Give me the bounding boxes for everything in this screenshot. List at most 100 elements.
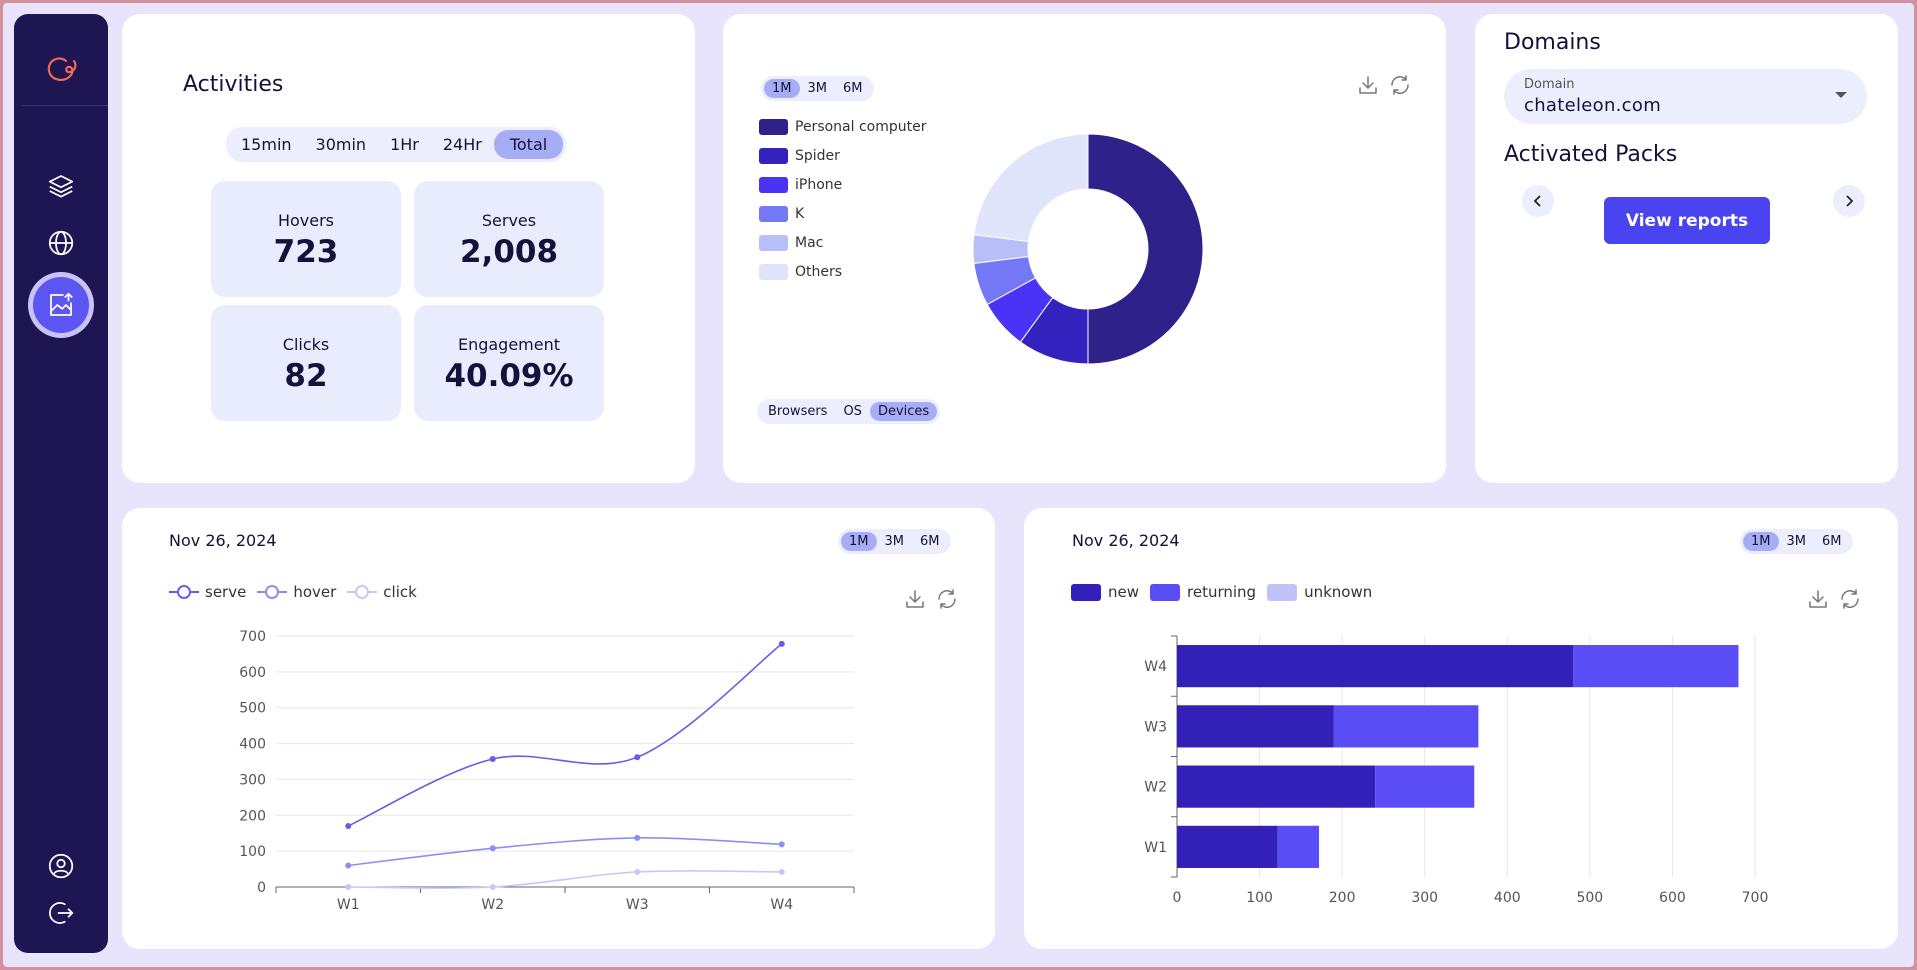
chevron-right-icon xyxy=(1846,195,1854,207)
range-1m[interactable]: 1M xyxy=(1743,532,1779,551)
legend-item-spider[interactable]: Spider xyxy=(759,141,926,170)
legend-label: click xyxy=(383,583,417,601)
data-point-click[interactable] xyxy=(634,868,641,875)
range-3m[interactable]: 3M xyxy=(884,534,905,549)
data-point-serve[interactable] xyxy=(778,640,785,647)
y-tick-label: W1 xyxy=(1144,840,1167,856)
nav-layers[interactable] xyxy=(33,158,89,214)
donut-slice-personal-computer[interactable] xyxy=(1087,133,1204,365)
legend-item-serve[interactable]: serve xyxy=(169,583,246,601)
bar-new-w4[interactable] xyxy=(1177,645,1574,688)
legend-item-k[interactable]: K xyxy=(759,199,926,228)
x-tick-label: 0 xyxy=(1173,890,1182,906)
refresh-icon xyxy=(938,589,956,609)
bar-returning-w1[interactable] xyxy=(1277,825,1320,868)
nav-creatives[interactable] xyxy=(33,277,89,333)
data-point-hover[interactable] xyxy=(778,841,785,848)
packs-next-button[interactable] xyxy=(1833,185,1865,217)
legend-item-returning[interactable]: returning xyxy=(1150,583,1256,601)
range-1m[interactable]: 1M xyxy=(764,79,800,98)
donut-slice-others[interactable] xyxy=(973,133,1089,243)
devices-card: 1M 3M 6M Personal computer Spider iPhone K M… xyxy=(723,14,1446,483)
data-point-serve[interactable] xyxy=(345,823,352,830)
packs-prev-button[interactable] xyxy=(1522,185,1554,217)
domain-select[interactable]: Domain chateleon.com xyxy=(1504,69,1867,124)
refresh-button[interactable] xyxy=(935,587,959,611)
range-total[interactable]: Total xyxy=(493,130,564,159)
nav-domains[interactable] xyxy=(33,215,89,271)
devices-breakdown-tabs: Browsers OS Devices xyxy=(757,399,941,424)
nav-logout[interactable] xyxy=(33,885,89,941)
legend-label: new xyxy=(1108,583,1140,601)
data-point-hover[interactable] xyxy=(489,845,496,852)
data-point-hover[interactable] xyxy=(634,834,641,841)
bar-returning-w2[interactable] xyxy=(1375,765,1475,808)
legend-swatch xyxy=(1071,583,1101,601)
legend-swatch xyxy=(759,147,788,164)
range-15min[interactable]: 15min xyxy=(241,135,292,154)
range-1m[interactable]: 1M xyxy=(841,532,877,551)
range-24hr[interactable]: 24Hr xyxy=(442,135,482,154)
bar-new-w3[interactable] xyxy=(1177,705,1334,748)
tab-browsers[interactable]: Browsers xyxy=(768,404,828,419)
tab-os[interactable]: OS xyxy=(843,404,862,419)
range-3m[interactable]: 3M xyxy=(807,81,828,96)
x-tick-label: 500 xyxy=(1576,890,1603,906)
legend-item-iphone[interactable]: iPhone xyxy=(759,170,926,199)
x-tick-label: W2 xyxy=(481,897,504,913)
range-6m[interactable]: 6M xyxy=(1822,534,1842,549)
legend-item-mac[interactable]: Mac xyxy=(759,228,926,257)
x-tick-label: 200 xyxy=(1329,890,1356,906)
bar-returning-w4[interactable] xyxy=(1573,645,1739,688)
nav-profile[interactable] xyxy=(33,838,89,894)
range-30min[interactable]: 30min xyxy=(315,135,367,154)
legend-label: Others xyxy=(795,263,843,280)
y-tick-label: W2 xyxy=(1144,780,1167,796)
range-6m[interactable]: 6M xyxy=(920,534,940,549)
legend-item-personal-computer[interactable]: Personal computer xyxy=(759,112,926,141)
legend-swatch xyxy=(759,176,788,193)
download-button[interactable] xyxy=(1356,73,1380,97)
logout-icon xyxy=(49,902,74,924)
range-6m[interactable]: 6M xyxy=(843,81,863,96)
tab-devices[interactable]: Devices xyxy=(869,402,938,421)
range-3m[interactable]: 3M xyxy=(1786,534,1807,549)
legend-item-others[interactable]: Others xyxy=(759,257,926,286)
view-reports-button[interactable]: View reports xyxy=(1604,197,1770,244)
data-point-click[interactable] xyxy=(778,868,785,875)
data-point-serve[interactable] xyxy=(634,754,641,761)
globe-icon xyxy=(48,230,74,256)
download-button[interactable] xyxy=(1806,587,1830,611)
legend-item-hover[interactable]: hover xyxy=(257,583,336,601)
download-button[interactable] xyxy=(903,587,927,611)
caret-down-icon xyxy=(1835,92,1847,98)
stat-value: 82 xyxy=(284,358,328,394)
stat-value: 723 xyxy=(273,234,339,270)
data-point-click[interactable] xyxy=(489,884,496,890)
stat-serves: Serves 2,008 xyxy=(414,181,604,297)
stat-label: Serves xyxy=(481,211,537,230)
refresh-button[interactable] xyxy=(1388,73,1412,97)
legend-item-click[interactable]: click xyxy=(347,583,417,601)
y-tick-label: 300 xyxy=(239,772,266,788)
bar-new-w1[interactable] xyxy=(1177,825,1278,868)
stat-hovers: Hovers 723 xyxy=(211,181,401,297)
data-point-click[interactable] xyxy=(345,884,352,890)
legend-swatch xyxy=(759,205,788,222)
y-tick-label: W4 xyxy=(1144,659,1167,675)
stat-value: 40.09% xyxy=(444,358,574,394)
domains-title: Domains xyxy=(1504,30,1601,55)
legend-label: serve xyxy=(205,583,247,601)
bar-returning-w3[interactable] xyxy=(1333,705,1479,748)
refresh-button[interactable] xyxy=(1838,587,1862,611)
legend-item-new[interactable]: new xyxy=(1071,583,1139,601)
series-line-hover xyxy=(348,837,782,867)
data-point-serve[interactable] xyxy=(489,755,496,762)
data-point-hover[interactable] xyxy=(345,862,352,869)
devices-donut-chart xyxy=(972,133,1204,365)
legend-label: hover xyxy=(293,583,337,601)
bar-new-w2[interactable] xyxy=(1177,765,1376,808)
x-tick-label: 100 xyxy=(1246,890,1273,906)
range-1hr[interactable]: 1Hr xyxy=(390,135,419,154)
legend-item-unknown[interactable]: unknown xyxy=(1267,583,1372,601)
